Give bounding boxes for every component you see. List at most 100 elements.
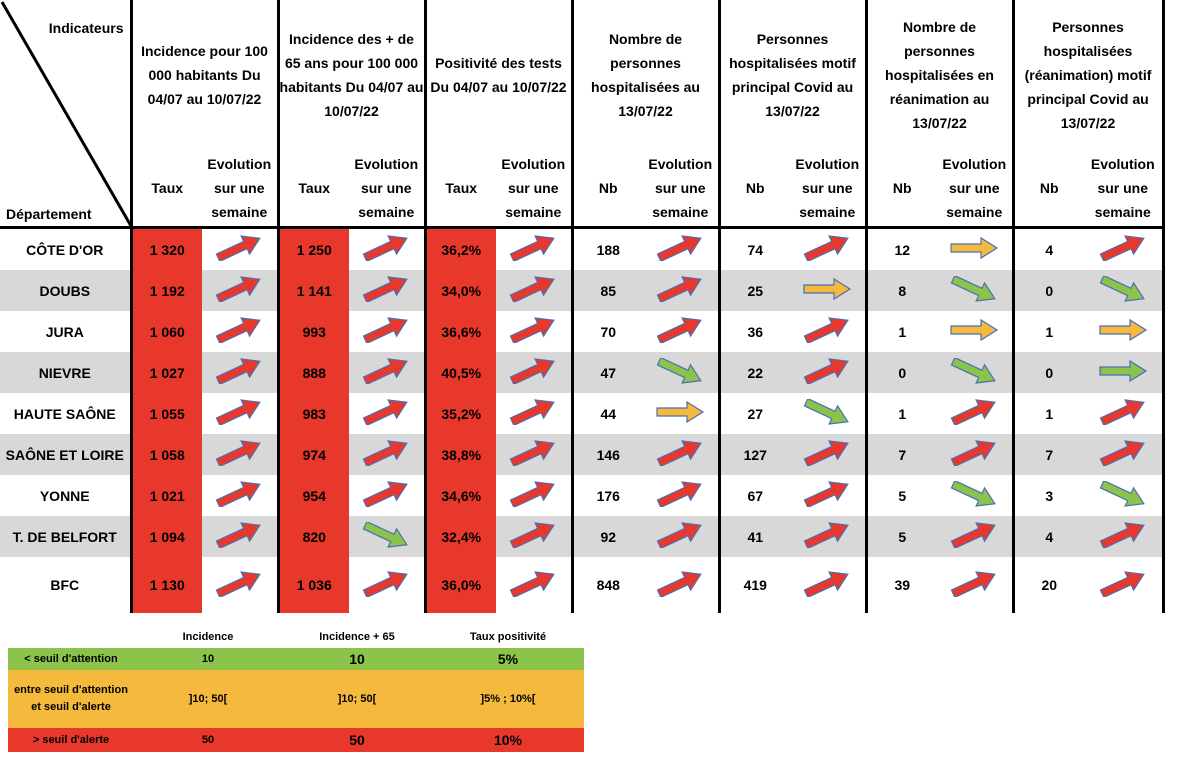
evolution-cell bbox=[349, 516, 425, 557]
evolution-cell bbox=[202, 393, 278, 434]
indicator-value: 35,2% bbox=[423, 393, 496, 434]
indicator-value: 1 094 bbox=[129, 516, 202, 557]
indicator-value: 1 192 bbox=[129, 270, 202, 311]
evolution-cell bbox=[496, 557, 572, 613]
arrow-up-icon bbox=[1099, 399, 1145, 425]
evolution-cell bbox=[937, 475, 1013, 516]
arrow-up-icon bbox=[803, 235, 850, 261]
indicator-value: 1 141 bbox=[276, 270, 349, 311]
sub-header-evolution: Evolution sur une semaine bbox=[1084, 150, 1165, 229]
group-header-incidence-65: Incidence des + de 65 ans pour 100 000 h… bbox=[276, 0, 425, 150]
indicator-value: 127 bbox=[717, 434, 790, 475]
department-name: CÔTE D'OR bbox=[26, 241, 104, 258]
legend-label-green: < seuil d'attention bbox=[8, 648, 134, 670]
department-name: BFC bbox=[50, 577, 80, 593]
table-row: CÔTE D'OR 1 320 1 250 36,2% 188 74 12 4 bbox=[0, 227, 1165, 271]
indicator-value: 954 bbox=[276, 475, 349, 516]
indicator-value: 4 bbox=[1011, 516, 1084, 557]
arrow-up-icon bbox=[362, 235, 409, 261]
indicator-value: 34,0% bbox=[423, 270, 496, 311]
legend-value: ]5% ; 10%[ bbox=[432, 670, 584, 728]
indicator-value: 67 bbox=[717, 475, 790, 516]
indicator-value: 3 bbox=[1011, 475, 1084, 516]
arrow-up-icon bbox=[215, 399, 262, 425]
arrow-up-icon bbox=[215, 570, 262, 597]
arrow-up-icon bbox=[362, 440, 409, 466]
arrow-right-icon bbox=[656, 400, 705, 424]
arrow-right-icon bbox=[950, 318, 999, 342]
sub-header-value: Nb bbox=[717, 150, 790, 229]
arrow-up-icon bbox=[950, 522, 997, 548]
evolution-cell bbox=[790, 434, 866, 475]
sub-header-value: Taux bbox=[423, 150, 496, 229]
group-header-hosp-covid: Personnes hospitalisées motif principal … bbox=[717, 0, 866, 150]
arrow-right-icon bbox=[950, 236, 999, 260]
sub-header-evolution: Evolution sur une semaine bbox=[202, 150, 278, 229]
indicator-value: 1 055 bbox=[129, 393, 202, 434]
evolution-cell bbox=[643, 270, 719, 311]
table-row: SAÔNE ET LOIRE 1 058 974 38,8% 146 127 7 7 bbox=[0, 434, 1165, 475]
arrow-up-icon bbox=[215, 276, 262, 302]
indicator-value: 188 bbox=[570, 227, 643, 270]
evolution-cell bbox=[349, 475, 425, 516]
arrow-up-icon bbox=[509, 522, 556, 548]
arrow-up-icon bbox=[362, 399, 409, 425]
sub-header-evolution: Evolution sur une semaine bbox=[790, 150, 866, 229]
arrow-up-icon bbox=[362, 317, 409, 343]
indicator-value: 27 bbox=[717, 393, 790, 434]
arrow-up-icon bbox=[509, 317, 556, 343]
indicator-value: 820 bbox=[276, 516, 349, 557]
covid-indicators-table: Indicateurs Département Incidence pour 1… bbox=[0, 0, 1165, 613]
indicator-value: 1 021 bbox=[129, 475, 202, 516]
arrow-up-icon bbox=[509, 276, 556, 302]
indicator-value: 8 bbox=[864, 270, 937, 311]
arrow-up-icon bbox=[509, 481, 556, 507]
indicator-value: 848 bbox=[570, 557, 643, 613]
group-header-reanimation: Nombre de personnes hospitalisées en réa… bbox=[864, 0, 1013, 150]
arrow-up-icon bbox=[1099, 570, 1145, 597]
evolution-cell bbox=[937, 311, 1013, 352]
evolution-cell bbox=[202, 475, 278, 516]
legend-header-incidence-65: Incidence + 65 bbox=[282, 626, 432, 648]
arrow-up-icon bbox=[215, 522, 262, 548]
arrow-up-icon bbox=[803, 481, 850, 507]
group-header-positivite: Positivité des tests Du 04/07 au 10/07/2… bbox=[423, 0, 572, 150]
evolution-cell bbox=[349, 311, 425, 352]
evolution-cell bbox=[790, 352, 866, 393]
indicator-value: 1 320 bbox=[129, 227, 202, 270]
arrow-up-icon bbox=[656, 522, 703, 548]
indicator-value: 34,6% bbox=[423, 475, 496, 516]
evolution-cell bbox=[1084, 434, 1165, 475]
department-name: HAUTE SAÔNE bbox=[13, 405, 116, 422]
legend-value: 10 bbox=[134, 648, 282, 670]
indicator-value: 1 bbox=[1011, 311, 1084, 352]
indicator-value: 1 027 bbox=[129, 352, 202, 393]
indicator-value: 7 bbox=[864, 434, 937, 475]
indicator-value: 36,0% bbox=[423, 557, 496, 613]
legend-value: ]10; 50[ bbox=[282, 670, 432, 728]
evolution-cell bbox=[496, 475, 572, 516]
indicator-value: 74 bbox=[717, 227, 790, 270]
arrow-up-icon bbox=[656, 317, 703, 343]
indicator-value: 36 bbox=[717, 311, 790, 352]
legend-header-positivite: Taux positivité bbox=[432, 626, 584, 648]
indicator-value: 974 bbox=[276, 434, 349, 475]
department-name: YONNE bbox=[39, 487, 90, 504]
legend-value: ]10; 50[ bbox=[134, 670, 282, 728]
arrow-up-icon bbox=[656, 440, 703, 466]
evolution-cell bbox=[202, 516, 278, 557]
sub-header-evolution: Evolution sur une semaine bbox=[496, 150, 572, 229]
indicator-value: 38,8% bbox=[423, 434, 496, 475]
diagonal-divider bbox=[0, 1, 131, 226]
table-row: YONNE 1 021 954 34,6% 176 67 5 3 bbox=[0, 475, 1165, 516]
indicator-value: 146 bbox=[570, 434, 643, 475]
arrow-right-icon bbox=[1099, 359, 1147, 383]
evolution-cell bbox=[349, 228, 425, 271]
evolution-cell bbox=[790, 393, 866, 434]
arrow-up-icon bbox=[362, 276, 409, 302]
arrow-down-icon bbox=[1099, 481, 1145, 507]
evolution-cell bbox=[790, 516, 866, 557]
arrow-up-icon bbox=[215, 440, 262, 466]
indicator-value: 22 bbox=[717, 352, 790, 393]
evolution-cell bbox=[937, 557, 1013, 613]
